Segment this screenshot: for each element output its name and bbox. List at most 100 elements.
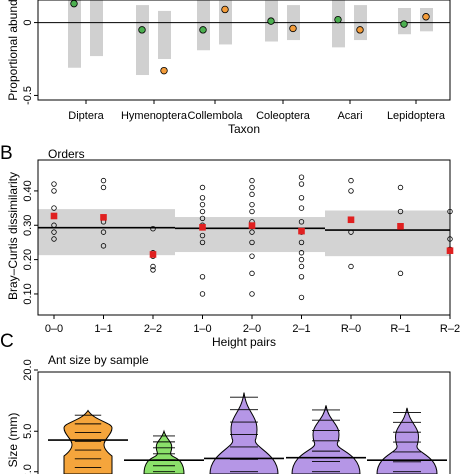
panel-c-frame [37, 371, 451, 474]
x-tick-label: Hymenoptera [121, 110, 188, 122]
dissimilarity-point [397, 208, 404, 215]
dissimilarity-point [51, 188, 57, 194]
x-tick-label: Lepidoptera [387, 110, 446, 122]
dissimilarity-point [298, 195, 305, 201]
dissimilarity-point [249, 229, 255, 235]
x-axis-label: Taxon [228, 122, 260, 136]
panel-b: B Orders 0.10 0.20 0.30 0.40 0–0 1–1 2–2 1–0 2–… [0, 143, 460, 349]
dissimilarity-point [51, 236, 57, 242]
y-axis: 0 -0.5 [22, 20, 38, 105]
x-tick-label: R–2 [440, 323, 460, 335]
violin-body [376, 407, 438, 474]
violin-body [63, 409, 113, 474]
point-markers [70, 0, 430, 75]
dissimilarity-point [397, 184, 404, 191]
x-axis: 0–0 1–1 2–2 1–0 2–0 2–1 R–0 R–1 R–2 [45, 315, 460, 335]
dissimilarity-point [348, 188, 354, 194]
dissimilarity-point [100, 229, 107, 235]
panel-b-frame [37, 159, 451, 316]
y-tick-label: 0.20 [22, 249, 34, 270]
dissimilarity-point [199, 201, 206, 208]
dissimilarity-point [348, 177, 354, 184]
point-marker [267, 17, 275, 25]
group-band [325, 210, 450, 257]
y-tick-label: 0.30 [22, 215, 34, 236]
x-tick-label: Diptera [68, 110, 104, 122]
mean-marker [397, 222, 404, 230]
dissimilarity-point [249, 177, 255, 184]
mean-markers [50, 212, 454, 258]
x-tick-label: 1–0 [193, 323, 211, 335]
x-axis: Diptera Hymenoptera Collembola Coleoptera Ac… [68, 100, 446, 122]
mean-marker [149, 251, 157, 258]
y-tick-label: 5.0 [22, 424, 34, 439]
dissimilarity-point [298, 239, 305, 246]
y-tick-label: -0.5 [22, 86, 34, 105]
violin-body [291, 405, 361, 474]
dissimilarity-point [348, 263, 354, 270]
point-marker [356, 26, 364, 34]
dissimilarity-point [100, 177, 107, 184]
dissimilarity-point [298, 274, 305, 280]
dissimilarity-point [199, 208, 206, 215]
dissimilarity-point [249, 291, 255, 297]
panel-letter: B [0, 143, 13, 164]
point-marker [221, 5, 229, 14]
dissimilarity-point [199, 215, 206, 222]
range-bar [136, 5, 149, 76]
y-tick-label: 0 [22, 20, 34, 26]
dissimilarity-point [249, 191, 255, 198]
range-bar [68, 0, 81, 68]
point-marker [400, 20, 408, 28]
range-bars [68, 0, 433, 76]
panel-letter: C [0, 331, 14, 352]
mean-marker [100, 214, 107, 221]
group-bands [38, 209, 450, 257]
x-tick-label: 2–0 [243, 323, 261, 335]
dissimilarity-point [51, 181, 57, 187]
dissimilarity-point [447, 208, 453, 215]
y-tick-label: 2.0 [22, 464, 34, 474]
point-marker [70, 0, 78, 8]
y-axis: 2.0 5.0 20.0 [22, 359, 38, 474]
dissimilarity-point [199, 274, 206, 280]
dissimilarity-point [298, 263, 305, 270]
dissimilarity-point [249, 239, 255, 246]
x-tick-label: 2–2 [144, 323, 162, 335]
y-axis: 0.10 0.20 0.30 0.40 [22, 180, 38, 305]
x-tick-label: 1–1 [94, 323, 112, 335]
dissimilarity-point [298, 294, 305, 301]
dissimilarity-point [249, 184, 255, 191]
mean-marker [199, 224, 206, 231]
mean-marker [347, 216, 355, 224]
x-axis-label: Height pairs [212, 335, 276, 349]
y-axis-label: Bray–Curtis dissimilarity [6, 172, 20, 300]
point-marker [334, 15, 342, 24]
range-bar [332, 0, 345, 48]
dissimilarity-point [298, 219, 305, 225]
mean-marker [298, 227, 305, 235]
violin-body [143, 429, 185, 474]
x-tick-label: Collembola [187, 110, 243, 122]
mean-marker [446, 247, 454, 254]
point-marker [138, 26, 146, 34]
point-marker [422, 13, 430, 21]
dissimilarity-point [249, 270, 255, 277]
dissimilarity-point [249, 253, 255, 259]
x-tick-label: 0–0 [45, 323, 63, 335]
dissimilarity-point [150, 263, 156, 270]
point-marker [289, 24, 297, 33]
dissimilarity-point [150, 267, 156, 273]
dissimilarity-point [397, 270, 404, 277]
dissimilarity-point [51, 205, 57, 211]
x-tick-label: 2–1 [292, 323, 310, 335]
panel-c-title: Ant size by sample [48, 353, 149, 367]
y-tick-label: 0.10 [22, 283, 34, 304]
dissimilarity-point [100, 184, 107, 191]
dissimilarity-point [298, 256, 305, 263]
y-axis-label: Proportional abund [6, 0, 20, 101]
dissimilarity-point [298, 250, 305, 256]
dissimilarity-point [51, 222, 57, 228]
mean-marker [248, 222, 256, 229]
dissimilarity-point [199, 291, 206, 297]
